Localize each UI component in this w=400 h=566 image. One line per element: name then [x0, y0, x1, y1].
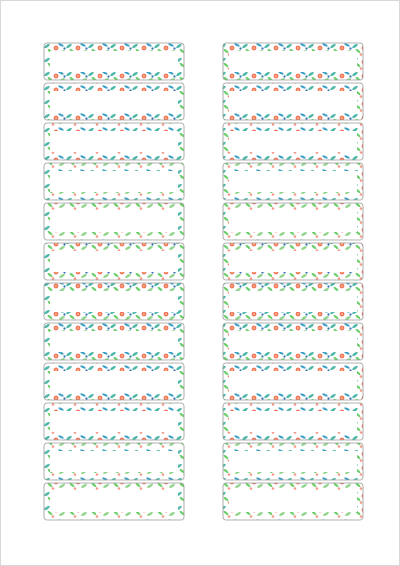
- label: [222, 282, 364, 321]
- label-writing-area: [50, 171, 178, 192]
- label-writing-area: [50, 491, 178, 512]
- label: [43, 202, 185, 241]
- label: [43, 242, 185, 281]
- label: [43, 482, 185, 521]
- label: [43, 82, 185, 121]
- label: [222, 362, 364, 401]
- label: [222, 122, 364, 161]
- label-writing-area: [229, 331, 357, 352]
- label: [222, 482, 364, 521]
- label: [43, 282, 185, 321]
- label-writing-area: [229, 491, 357, 512]
- label-writing-area: [229, 51, 357, 72]
- label: [43, 42, 185, 81]
- label-writing-area: [50, 291, 178, 312]
- label-writing-area: [50, 211, 178, 232]
- label: [222, 242, 364, 281]
- label-grid: [43, 42, 364, 521]
- label: [43, 162, 185, 201]
- label: [43, 122, 185, 161]
- label-writing-area: [229, 211, 357, 232]
- label-writing-area: [229, 91, 357, 112]
- label-writing-area: [50, 411, 178, 432]
- label-writing-area: [229, 131, 357, 152]
- label-writing-area: [229, 251, 357, 272]
- label-writing-area: [229, 411, 357, 432]
- label-writing-area: [50, 51, 178, 72]
- label-writing-area: [50, 131, 178, 152]
- label-writing-area: [229, 451, 357, 472]
- label: [43, 442, 185, 481]
- label-writing-area: [50, 371, 178, 392]
- label: [222, 322, 364, 361]
- label-writing-area: [50, 451, 178, 472]
- label-writing-area: [229, 171, 357, 192]
- label: [222, 162, 364, 201]
- label-writing-area: [50, 251, 178, 272]
- label: [222, 202, 364, 241]
- label: [43, 322, 185, 361]
- label-writing-area: [229, 291, 357, 312]
- label: [43, 402, 185, 441]
- label-writing-area: [50, 91, 178, 112]
- label-writing-area: [229, 371, 357, 392]
- label: [222, 82, 364, 121]
- label: [43, 362, 185, 401]
- label: [222, 42, 364, 81]
- label: [222, 402, 364, 441]
- label: [222, 442, 364, 481]
- label-writing-area: [50, 331, 178, 352]
